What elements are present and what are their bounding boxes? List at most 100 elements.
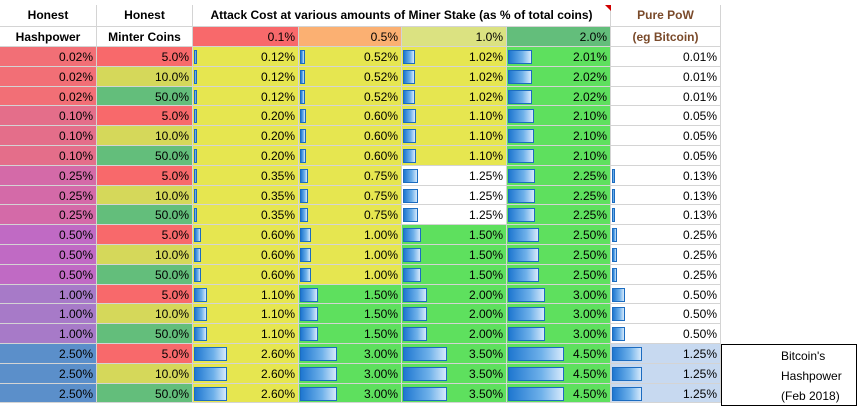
attack-cost-cell[interactable]: 1.10% [402,106,507,127]
attack-cost-cell[interactable]: 1.50% [299,324,402,344]
pure-pow-cell[interactable]: 0.01% [611,86,721,107]
attack-cost-cell[interactable]: 4.50% [507,344,611,364]
attack-cost-cell[interactable]: 3.00% [507,324,611,344]
minter-coins-cell[interactable]: 50.0% [97,264,193,285]
attack-cost-cell[interactable]: 0.35% [193,205,299,226]
hashpower-cell[interactable]: 0.25% [0,205,97,226]
pure-pow-cell[interactable]: 0.25% [611,245,721,265]
attack-cost-cell[interactable]: 4.50% [507,383,611,404]
attack-cost-cell[interactable]: 0.52% [299,47,402,67]
attack-cost-cell[interactable]: 0.60% [193,245,299,265]
attack-cost-cell[interactable]: 0.52% [299,86,402,107]
hashpower-cell[interactable]: 1.00% [0,304,97,325]
attack-cost-cell[interactable]: 2.25% [507,165,611,186]
minter-coins-cell[interactable]: 50.0% [97,383,193,404]
minter-coins-cell[interactable]: 5.0% [97,106,193,127]
attack-cost-cell[interactable]: 1.00% [299,245,402,265]
minter-coins-cell[interactable]: 10.0% [97,66,193,87]
attack-cost-cell[interactable]: 1.10% [402,146,507,166]
minter-coins-cell[interactable]: 5.0% [97,47,193,67]
hashpower-cell[interactable]: 2.50% [0,344,97,364]
attack-cost-cell[interactable]: 3.50% [402,383,507,404]
attack-cost-cell[interactable]: 0.12% [193,47,299,67]
hashpower-cell[interactable]: 0.25% [0,165,97,186]
minter-coins-cell[interactable]: 5.0% [97,225,193,245]
pure-pow-cell[interactable]: 0.50% [611,284,721,305]
attack-cost-cell[interactable]: 1.02% [402,86,507,107]
attack-cost-cell[interactable]: 2.00% [402,324,507,344]
attack-cost-cell[interactable]: 1.10% [402,126,507,146]
hashpower-cell[interactable]: 0.50% [0,225,97,245]
attack-cost-cell[interactable]: 0.60% [299,126,402,146]
pure-pow-cell[interactable]: 0.05% [611,146,721,166]
comment-marker-icon[interactable] [605,5,611,11]
attack-cost-cell[interactable]: 1.50% [402,225,507,245]
hashpower-cell[interactable]: 0.10% [0,126,97,146]
pure-pow-cell[interactable]: 0.13% [611,185,721,206]
attack-cost-cell[interactable]: 2.10% [507,146,611,166]
attack-cost-cell[interactable]: 1.00% [299,225,402,245]
attack-cost-cell[interactable]: 1.50% [299,284,402,305]
attack-cost-cell[interactable]: 1.50% [299,304,402,325]
minter-coins-cell[interactable]: 50.0% [97,146,193,166]
header-minter-line1[interactable]: Honest [97,5,193,27]
attack-cost-cell[interactable]: 0.75% [299,165,402,186]
header-minter-line2[interactable]: Minter Coins [97,27,193,47]
note-line-1[interactable]: Bitcoin's [781,349,826,363]
stake-header-2[interactable]: 1.0% [402,27,507,47]
attack-cost-cell[interactable]: 0.52% [299,66,402,87]
attack-cost-cell[interactable]: 1.50% [402,264,507,285]
attack-cost-cell[interactable]: 2.02% [507,66,611,87]
attack-cost-cell[interactable]: 1.10% [193,324,299,344]
hashpower-cell[interactable]: 2.50% [0,363,97,384]
attack-cost-cell[interactable]: 2.02% [507,86,611,107]
attack-cost-cell[interactable]: 0.60% [193,264,299,285]
attack-cost-cell[interactable]: 0.60% [193,225,299,245]
pure-pow-cell[interactable]: 1.25% [611,363,721,384]
hashpower-cell[interactable]: 0.50% [0,264,97,285]
attack-cost-cell[interactable]: 3.00% [299,344,402,364]
pure-pow-cell[interactable]: 0.13% [611,165,721,186]
attack-cost-cell[interactable]: 1.25% [402,165,507,186]
note-line-3[interactable]: (Feb 2018) [781,389,840,403]
attack-cost-cell[interactable]: 4.50% [507,363,611,384]
attack-cost-cell[interactable]: 3.50% [402,344,507,364]
pure-pow-cell[interactable]: 0.50% [611,304,721,325]
attack-cost-cell[interactable]: 2.60% [193,363,299,384]
minter-coins-cell[interactable]: 5.0% [97,165,193,186]
hashpower-cell[interactable]: 0.10% [0,146,97,166]
attack-cost-cell[interactable]: 3.00% [507,284,611,305]
attack-cost-cell[interactable]: 2.60% [193,383,299,404]
hashpower-cell[interactable]: 0.25% [0,185,97,206]
minter-coins-cell[interactable]: 10.0% [97,363,193,384]
minter-coins-cell[interactable]: 5.0% [97,284,193,305]
header-attack-cost-title[interactable]: Attack Cost at various amounts of Miner … [193,5,611,27]
minter-coins-cell[interactable]: 50.0% [97,205,193,226]
pure-pow-cell[interactable]: 0.25% [611,264,721,285]
minter-coins-cell[interactable]: 10.0% [97,304,193,325]
attack-cost-cell[interactable]: 0.35% [193,165,299,186]
hashpower-cell[interactable]: 0.02% [0,47,97,67]
attack-cost-cell[interactable]: 0.20% [193,146,299,166]
attack-cost-cell[interactable]: 1.00% [299,264,402,285]
attack-cost-cell[interactable]: 2.50% [507,264,611,285]
stake-header-1[interactable]: 0.5% [299,27,402,47]
hashpower-cell[interactable]: 0.02% [0,86,97,107]
attack-cost-cell[interactable]: 3.50% [402,363,507,384]
attack-cost-cell[interactable]: 3.00% [299,383,402,404]
attack-cost-cell[interactable]: 2.00% [402,284,507,305]
attack-cost-cell[interactable]: 0.20% [193,106,299,127]
attack-cost-cell[interactable]: 0.20% [193,126,299,146]
attack-cost-cell[interactable]: 2.50% [507,245,611,265]
pure-pow-cell[interactable]: 0.05% [611,106,721,127]
attack-cost-cell[interactable]: 2.25% [507,205,611,226]
attack-cost-cell[interactable]: 0.35% [193,185,299,206]
attack-cost-cell[interactable]: 0.12% [193,86,299,107]
header-pure-pow-line1[interactable]: Pure PoW [611,5,721,27]
pure-pow-cell[interactable]: 0.13% [611,205,721,226]
hashpower-cell[interactable]: 2.50% [0,383,97,404]
attack-cost-cell[interactable]: 2.00% [402,304,507,325]
note-line-2[interactable]: Hashpower [781,369,842,383]
attack-cost-cell[interactable]: 2.01% [507,47,611,67]
attack-cost-cell[interactable]: 3.00% [507,304,611,325]
